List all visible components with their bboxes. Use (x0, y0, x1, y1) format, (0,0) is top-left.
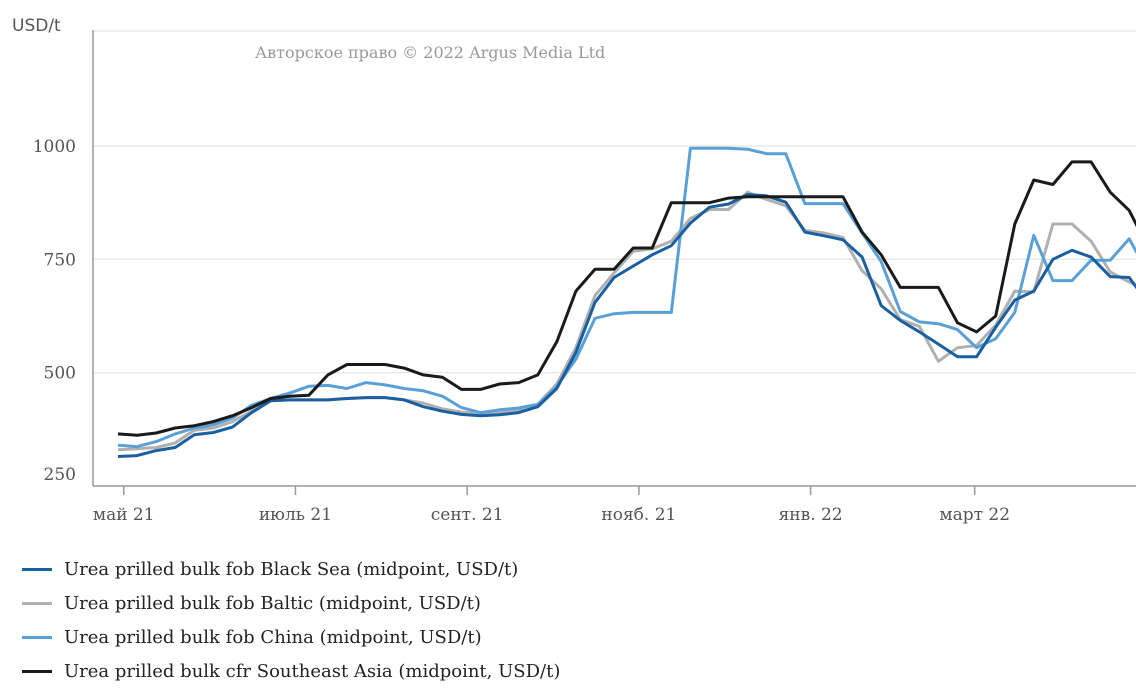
y-tick-label-250: 250 (44, 465, 76, 485)
x-tick-label-1: июль 21 (259, 505, 332, 525)
x-tick-label-5: март 22 (939, 505, 1010, 525)
x-tick-label-4: янв. 22 (779, 505, 843, 525)
legend-swatch-black-sea (22, 567, 52, 571)
series-line-2 (117, 146, 1136, 449)
x-tick-label-0: май 21 (93, 505, 155, 525)
y-tick-labels: 250 500 750 1000 (33, 137, 76, 485)
series-line-1 (117, 190, 1136, 452)
legend-item-black-sea: Urea prilled bulk fob Black Sea (midpoin… (22, 552, 1122, 586)
legend-swatch-baltic (22, 601, 52, 605)
legend-label-black-sea: Urea prilled bulk fob Black Sea (midpoin… (64, 558, 519, 580)
legend-item-china: Urea prilled bulk fob China (midpoint, U… (22, 620, 1122, 654)
series-line-3 (117, 160, 1136, 437)
axes (92, 30, 1136, 487)
legend-item-southeast-asia: Urea prilled bulk cfr Southeast Asia (mi… (22, 654, 1122, 688)
legend-label-baltic: Urea prilled bulk fob Baltic (midpoint, … (64, 592, 481, 614)
y-tick-label-750: 750 (44, 250, 76, 270)
series-line-0 (117, 193, 1136, 458)
legend-swatch-china (22, 635, 52, 639)
y-axis-unit-label: USD/t (12, 16, 61, 36)
y-tick-label-1000: 1000 (33, 137, 76, 157)
legend-label-china: Urea prilled bulk fob China (midpoint, U… (64, 626, 482, 648)
x-tick-label-3: нояб. 21 (601, 505, 676, 525)
legend: Urea prilled bulk fob Black Sea (midpoin… (22, 552, 1122, 688)
x-tick-label-2: сент. 21 (431, 505, 504, 525)
legend-swatch-southeast-asia (22, 669, 52, 673)
gridlines (93, 30, 1136, 374)
legend-item-baltic: Urea prilled bulk fob Baltic (midpoint, … (22, 586, 1122, 620)
legend-label-southeast-asia: Urea prilled bulk cfr Southeast Asia (mi… (64, 660, 561, 682)
line-chart: USD/t Авторское право © 2022 Argus Media… (12, 16, 1136, 525)
series-lines (117, 146, 1136, 458)
y-tick-label-500: 500 (44, 364, 76, 384)
copyright-text: Авторское право © 2022 Argus Media Ltd (255, 43, 605, 62)
x-tick-labels: май 21 июль 21 сент. 21 нояб. 21 янв. 22 март… (93, 486, 1010, 525)
